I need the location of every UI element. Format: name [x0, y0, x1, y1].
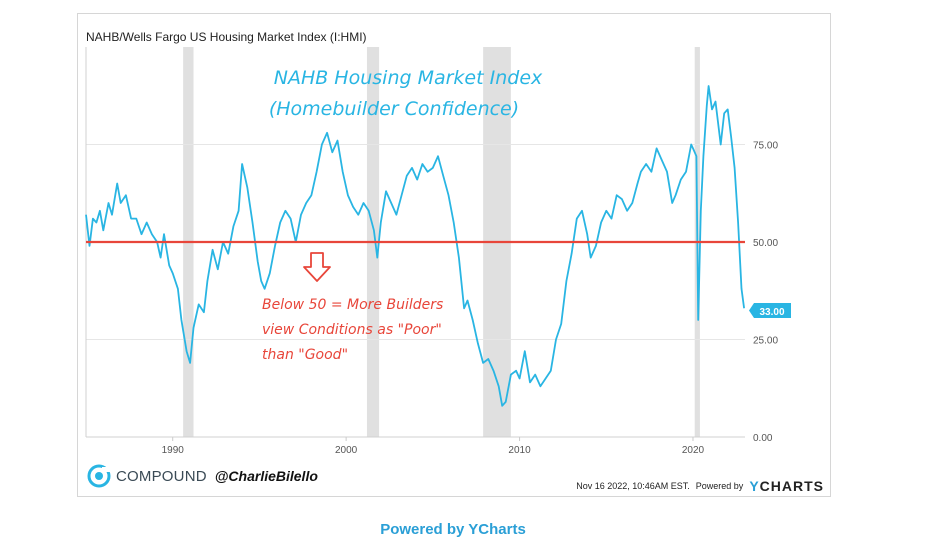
y-tick-label: 0.00	[753, 433, 773, 444]
author-handle: @CharlieBilello	[214, 468, 318, 484]
x-tick-label: 2020	[682, 445, 705, 456]
annotation-title-line1: NAHB Housing Market Index	[274, 67, 543, 89]
y-tick-label: 75.00	[753, 141, 778, 152]
annotation-note-line3: than "Good"	[262, 347, 348, 363]
chart-header-title: NAHB/Wells Fargo US Housing Market Index…	[86, 30, 367, 44]
last-value-badge: 33.00	[749, 303, 791, 318]
x-tick-label: 1990	[162, 445, 185, 456]
timestamp: Nov 16 2022, 10:46AM EST.	[576, 481, 690, 491]
brand-name: COMPOUND	[116, 467, 207, 485]
last-value-badge-shape	[749, 303, 791, 318]
y-tick-label: 25.00	[753, 336, 778, 347]
powered-by-label: Powered by	[695, 481, 744, 491]
ycharts-logo-y: Y	[749, 478, 760, 494]
compound-logo-icon	[87, 464, 111, 488]
annotation-title-line2: (Homebuilder Confidence)	[269, 98, 519, 120]
powered-by-ycharts-link[interactable]: Powered by YCharts	[380, 521, 526, 538]
y-axis-ticks: 75.00 50.00 25.00 0.00	[753, 141, 778, 445]
x-axis-ticks: 1990 2000 2010 2020	[162, 437, 705, 456]
footer-credits: Nov 16 2022, 10:46AM EST. Powered by YCH…	[576, 478, 824, 494]
series-line-hmi	[85, 85, 745, 407]
y-tick-label: 50.00	[753, 238, 778, 249]
last-value-label: 33.00	[759, 307, 784, 318]
ycharts-logo-text: CHARTS	[759, 478, 824, 494]
x-tick-label: 2000	[335, 445, 358, 456]
chart-frame	[77, 13, 831, 497]
x-tick-label: 2010	[508, 445, 531, 456]
footer-branding: COMPOUND @CharlieBilello	[86, 463, 318, 489]
down-arrow-icon	[303, 252, 331, 282]
annotation-note-line2: view Conditions as "Poor"	[262, 322, 442, 338]
ycharts-logo[interactable]: YCHARTS	[749, 478, 824, 494]
annotation-note-line1: Below 50 = More Builders	[262, 297, 443, 313]
